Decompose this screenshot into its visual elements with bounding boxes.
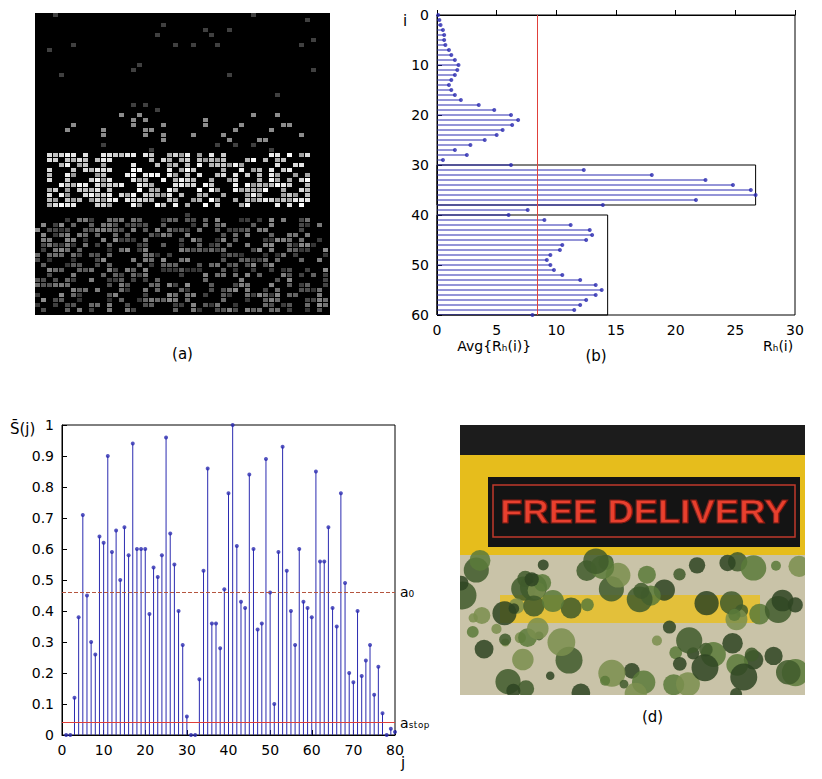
svg-text:5: 5 bbox=[492, 322, 501, 338]
svg-text:1: 1 bbox=[45, 417, 54, 433]
svg-text:20: 20 bbox=[667, 322, 685, 338]
svg-text:S̄(j): S̄(j) bbox=[10, 419, 35, 438]
svg-text:0.6: 0.6 bbox=[32, 541, 54, 557]
svg-text:0.5: 0.5 bbox=[32, 572, 54, 588]
svg-text:0.9: 0.9 bbox=[32, 448, 54, 464]
svg-text:70: 70 bbox=[344, 742, 362, 758]
svg-text:50: 50 bbox=[411, 257, 429, 273]
svg-text:j: j bbox=[401, 753, 406, 772]
svg-text:0.1: 0.1 bbox=[32, 696, 54, 712]
svg-text:0: 0 bbox=[433, 322, 442, 338]
html-text:(a): (a) bbox=[172, 345, 193, 363]
svg-text:60: 60 bbox=[411, 307, 429, 323]
svg-text:aₛₜₒₚ: aₛₜₒₚ bbox=[400, 715, 430, 731]
svg-text:40: 40 bbox=[220, 742, 238, 758]
svg-text:60: 60 bbox=[303, 742, 321, 758]
svg-text:0.7: 0.7 bbox=[32, 510, 54, 526]
svg-text:30: 30 bbox=[786, 322, 804, 338]
svg-text:20: 20 bbox=[411, 107, 429, 123]
svg-text:10: 10 bbox=[547, 322, 565, 338]
svg-text:Rₕ(i): Rₕ(i) bbox=[763, 338, 793, 354]
svg-text:15: 15 bbox=[607, 322, 625, 338]
svg-text:10: 10 bbox=[411, 57, 429, 73]
svg-text:40: 40 bbox=[411, 207, 429, 223]
svg-text:Avg{Rₕ(i)}: Avg{Rₕ(i)} bbox=[457, 338, 531, 354]
html-text:(d): (d) bbox=[641, 708, 664, 726]
svg-text:10: 10 bbox=[95, 742, 113, 758]
svg-text:a₀: a₀ bbox=[400, 584, 415, 600]
svg-text:50: 50 bbox=[261, 742, 279, 758]
svg-text:0: 0 bbox=[58, 742, 67, 758]
html-text:(b): (b) bbox=[585, 347, 607, 365]
svg-text:FREE DELIVERY: FREE DELIVERY bbox=[500, 492, 788, 530]
svg-text:30: 30 bbox=[411, 157, 429, 173]
svg-text:80: 80 bbox=[386, 742, 404, 758]
svg-text:0.8: 0.8 bbox=[32, 479, 54, 495]
svg-text:25: 25 bbox=[726, 322, 744, 338]
svg-text:0.2: 0.2 bbox=[32, 665, 54, 681]
svg-text:20: 20 bbox=[136, 742, 154, 758]
svg-text:i: i bbox=[403, 12, 407, 30]
svg-text:0.3: 0.3 bbox=[32, 634, 54, 650]
svg-text:30: 30 bbox=[178, 742, 196, 758]
svg-text:0: 0 bbox=[420, 7, 429, 23]
svg-text:0: 0 bbox=[45, 727, 54, 743]
svg-text:0.4: 0.4 bbox=[32, 603, 54, 619]
